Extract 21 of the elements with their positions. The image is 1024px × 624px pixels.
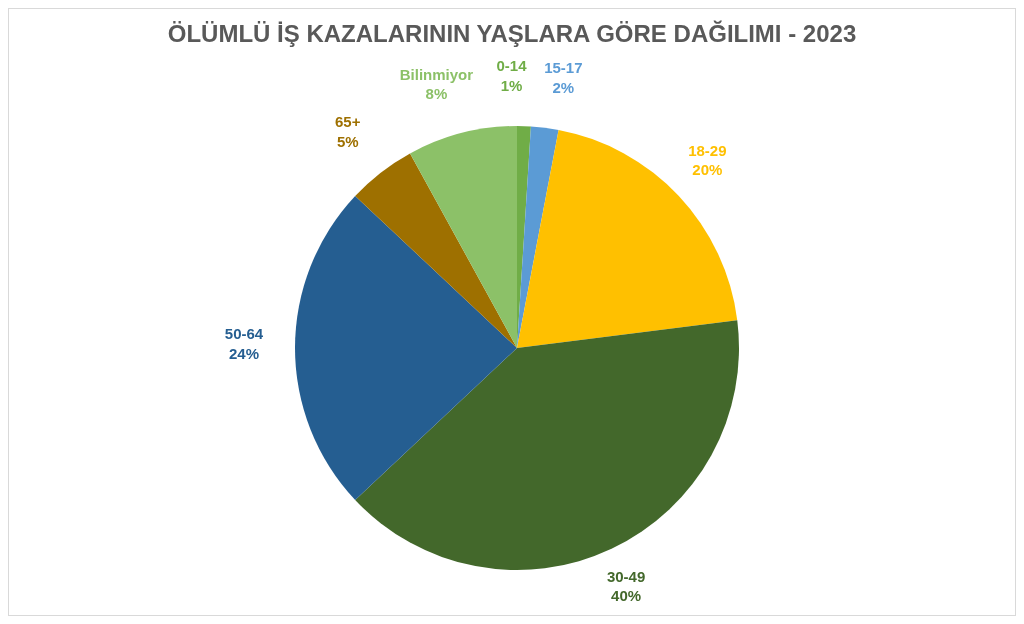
slice-label: 18-29 — [688, 141, 727, 159]
pie-slice — [355, 320, 739, 570]
pie-slice — [517, 126, 559, 348]
pie-slice — [517, 129, 738, 348]
data-label: 2% — [552, 78, 575, 96]
slice-label: 65+ — [335, 113, 361, 131]
data-label: 5% — [336, 132, 359, 150]
chart-title: ÖLÜMLÜ İŞ KAZALARININ YAŞLARA GÖRE DAĞILIMI - 2023 — [166, 19, 858, 49]
slice-label: 0-14 — [496, 57, 528, 75]
pie-slice — [295, 196, 517, 500]
data-label: 40% — [611, 587, 642, 605]
data-label: 8% — [425, 85, 448, 103]
slice-label: 50-64 — [224, 325, 264, 343]
slice-label: 30-49 — [606, 567, 646, 585]
data-label: 20% — [692, 161, 723, 179]
data-label: 24% — [228, 344, 260, 362]
pie-slice — [355, 153, 517, 348]
slice-label: 15-17 — [544, 59, 583, 77]
pie-slice — [410, 126, 517, 348]
slice-label: Bilinmiyor — [399, 65, 474, 83]
data-label: 1% — [500, 76, 523, 94]
